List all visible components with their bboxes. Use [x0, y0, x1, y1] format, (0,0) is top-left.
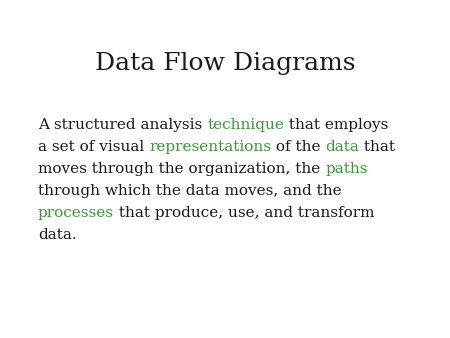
- Text: representations: representations: [149, 140, 271, 154]
- Text: processes: processes: [38, 206, 114, 220]
- Text: that: that: [360, 140, 396, 154]
- Text: paths: paths: [325, 162, 368, 176]
- Text: technique: technique: [207, 118, 284, 132]
- Text: that produce, use, and transform: that produce, use, and transform: [114, 206, 374, 220]
- Text: that employs: that employs: [284, 118, 388, 132]
- Text: Data Flow Diagrams: Data Flow Diagrams: [95, 52, 355, 75]
- Text: a set of visual: a set of visual: [38, 140, 149, 154]
- Text: data.: data.: [38, 228, 76, 242]
- Text: data: data: [325, 140, 360, 154]
- Text: of the: of the: [271, 140, 325, 154]
- Text: through which the data moves, and the: through which the data moves, and the: [38, 184, 342, 198]
- Text: A structured analysis: A structured analysis: [38, 118, 207, 132]
- Text: moves through the organization, the: moves through the organization, the: [38, 162, 325, 176]
